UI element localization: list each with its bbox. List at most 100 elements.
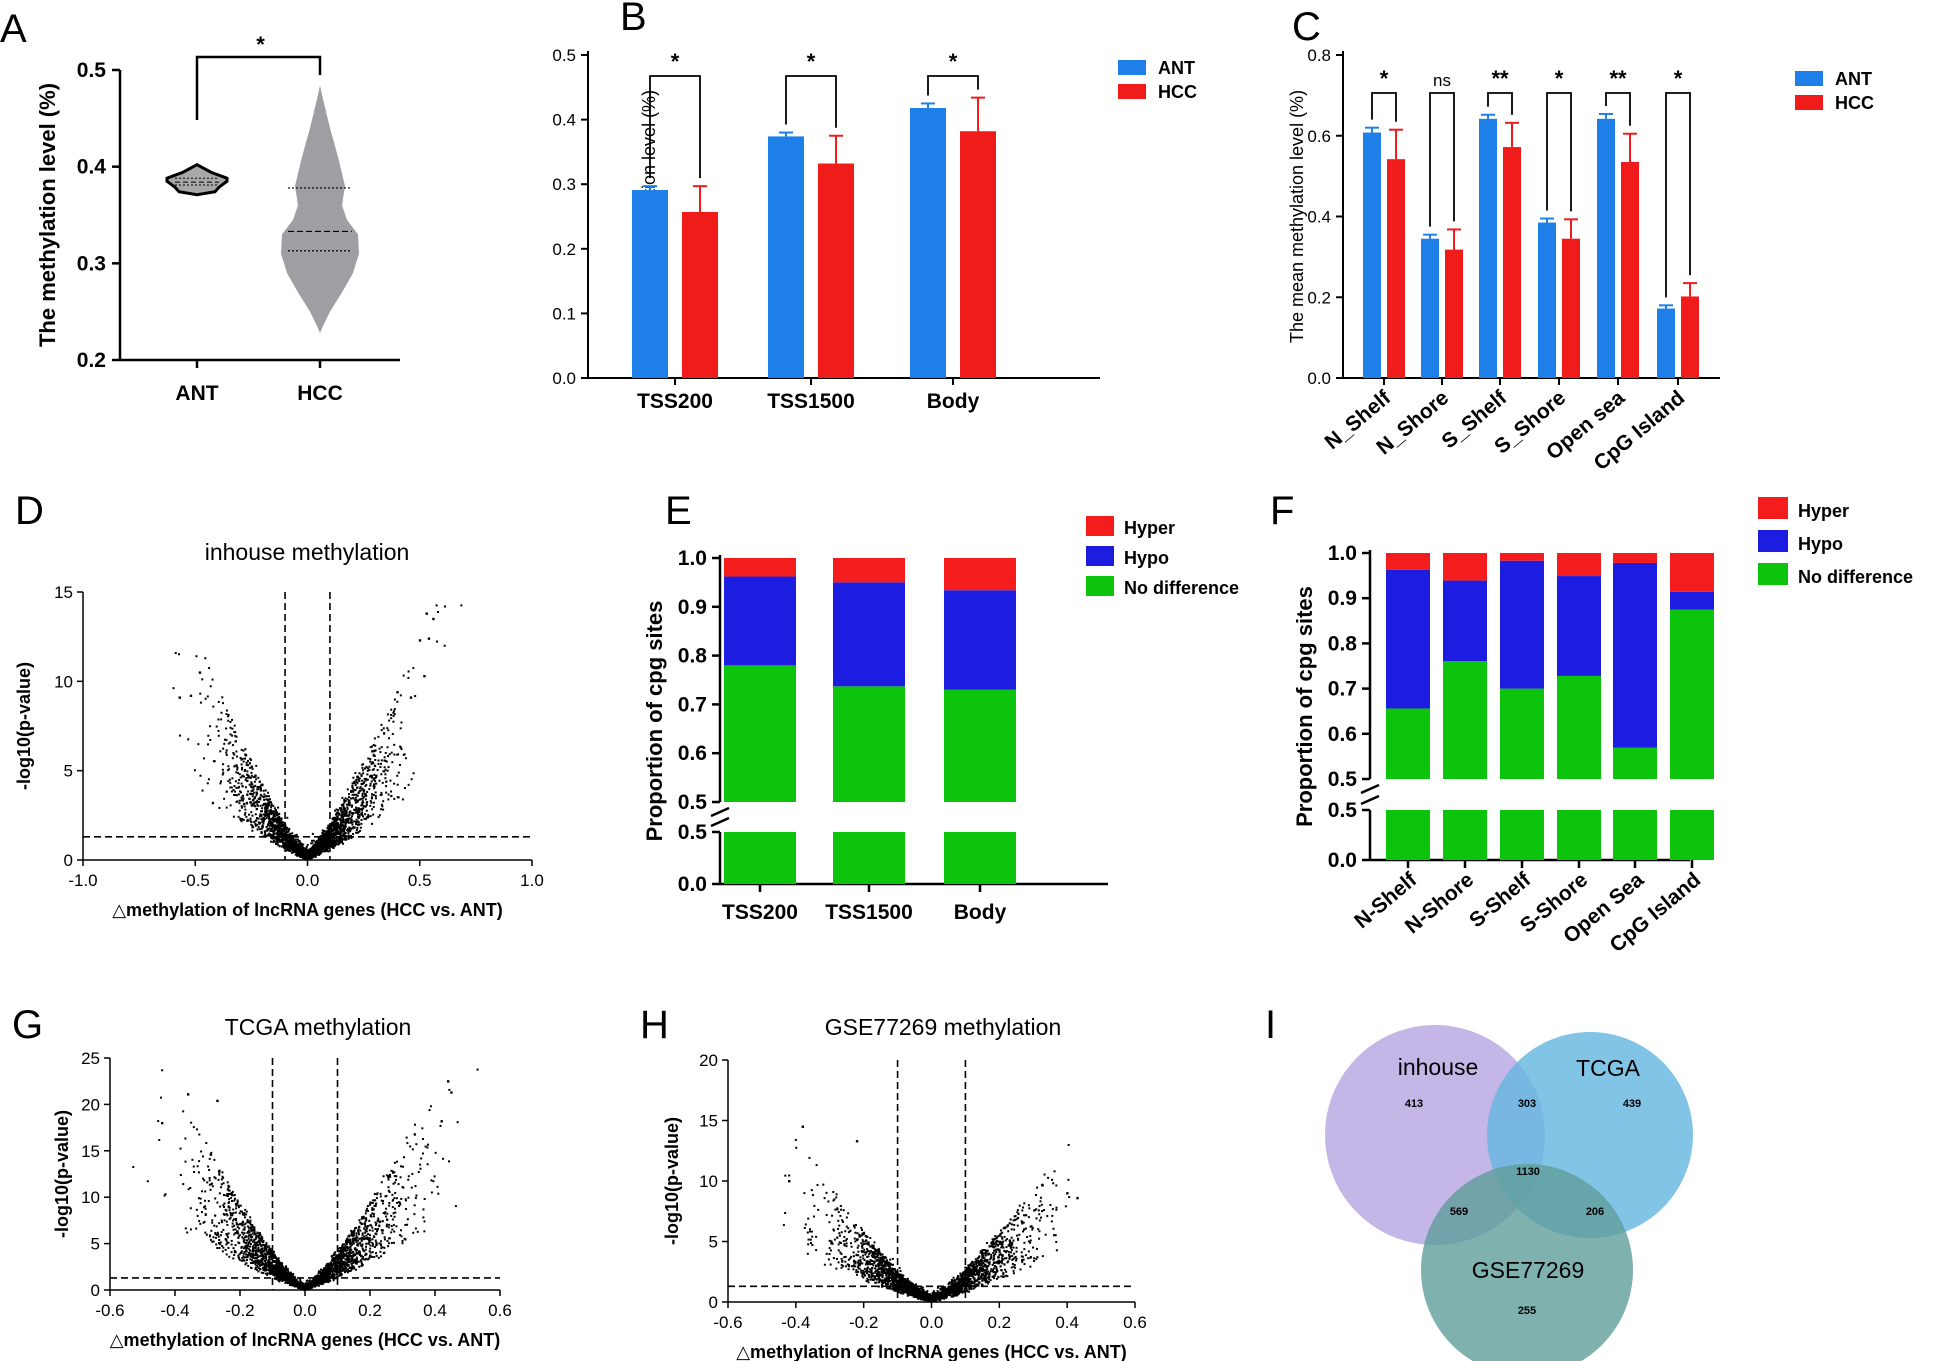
data-point: [208, 1176, 211, 1179]
data-point: [234, 731, 237, 734]
data-point: [333, 1263, 336, 1266]
data-point: [267, 1264, 270, 1267]
data-point: [354, 772, 357, 775]
data-point: [213, 1176, 216, 1179]
data-point: [279, 817, 282, 820]
data-point: [235, 765, 238, 768]
data-point: [259, 785, 262, 788]
data-point: [257, 801, 260, 804]
data-point: [222, 1182, 225, 1185]
data-point: [369, 1224, 372, 1227]
data-point: [241, 818, 244, 821]
data-point: [202, 1206, 205, 1209]
data-point: [256, 804, 259, 807]
data-point: [291, 1277, 294, 1280]
data-point: [322, 832, 325, 835]
data-point: [365, 803, 368, 806]
data-point: [225, 1213, 228, 1216]
data-point: [234, 1211, 237, 1214]
data-point: [350, 837, 353, 840]
data-point: [341, 816, 344, 819]
data-point: [254, 1250, 257, 1253]
data-point: [261, 824, 264, 827]
data-point: [192, 1126, 195, 1129]
data-point: [266, 824, 269, 827]
data-point: [292, 849, 295, 852]
data-point: [336, 819, 339, 822]
data-point: [241, 1210, 244, 1213]
data-point: [369, 758, 372, 761]
data-point: [316, 1276, 319, 1279]
data-point: [343, 814, 346, 817]
data-point: [236, 768, 239, 771]
data-point: [256, 1259, 259, 1262]
data-point: [397, 796, 400, 799]
data-point: [353, 826, 356, 829]
data-point: [344, 834, 347, 837]
data-point: [255, 1236, 258, 1239]
data-point: [370, 1224, 373, 1227]
data-point: [336, 840, 339, 843]
x-tick-label: -0.6: [95, 1301, 124, 1320]
data-point: [270, 806, 273, 809]
data-point: [355, 1241, 358, 1244]
data-point: [351, 823, 354, 826]
data-point: [361, 803, 364, 806]
data-point: [317, 1272, 320, 1275]
data-point: [266, 1273, 269, 1276]
data-point: [381, 1202, 384, 1205]
data-point: [238, 1258, 241, 1261]
data-point: [384, 773, 387, 776]
data-point: [352, 1238, 355, 1241]
data-point: [267, 795, 270, 798]
data-point: [232, 1208, 235, 1211]
data-point: [273, 814, 276, 817]
data-point: [247, 775, 250, 778]
data-point: [254, 774, 257, 777]
data-point: [321, 850, 324, 853]
data-point: [229, 804, 232, 807]
data-point: [325, 831, 328, 834]
data-point: [326, 1265, 329, 1268]
data-point: [321, 836, 324, 839]
data-point: [228, 1198, 231, 1201]
data-point: [237, 815, 240, 818]
data-point: [249, 1243, 252, 1246]
data-point: [258, 780, 261, 783]
data-point: [268, 809, 271, 812]
data-point: [413, 1133, 416, 1136]
data-point: [341, 1255, 344, 1258]
data-point: [295, 1280, 298, 1283]
data-point: [328, 1273, 331, 1276]
data-point: [260, 1244, 263, 1247]
data-point: [196, 1214, 199, 1217]
data-point: [365, 783, 368, 786]
data-point: [373, 1204, 376, 1207]
data-point: [211, 1185, 214, 1188]
data-point: [357, 1228, 360, 1231]
data-point: [382, 1252, 385, 1255]
data-point: [264, 831, 267, 834]
data-point: [222, 1204, 225, 1207]
data-point: [189, 1228, 192, 1231]
data-point: [322, 838, 325, 841]
data-point: [272, 834, 275, 837]
data-point: [352, 788, 355, 791]
data-point: [329, 844, 332, 847]
data-point: [254, 1266, 257, 1269]
data-point: [355, 799, 358, 802]
data-point: [227, 742, 230, 745]
data-point: [313, 854, 316, 857]
data-point: [264, 1255, 267, 1258]
data-point: [287, 836, 290, 839]
data-point: [257, 1244, 260, 1247]
data-point: [331, 833, 334, 836]
x-tick-label: 1.0: [520, 871, 544, 890]
data-point: [371, 1207, 374, 1210]
data-point: [247, 759, 250, 762]
data-point: [235, 1232, 238, 1235]
data-point: [279, 1261, 282, 1264]
y-tick-label: 0: [64, 851, 73, 870]
data-point: [371, 750, 374, 753]
data-point: [324, 832, 327, 835]
